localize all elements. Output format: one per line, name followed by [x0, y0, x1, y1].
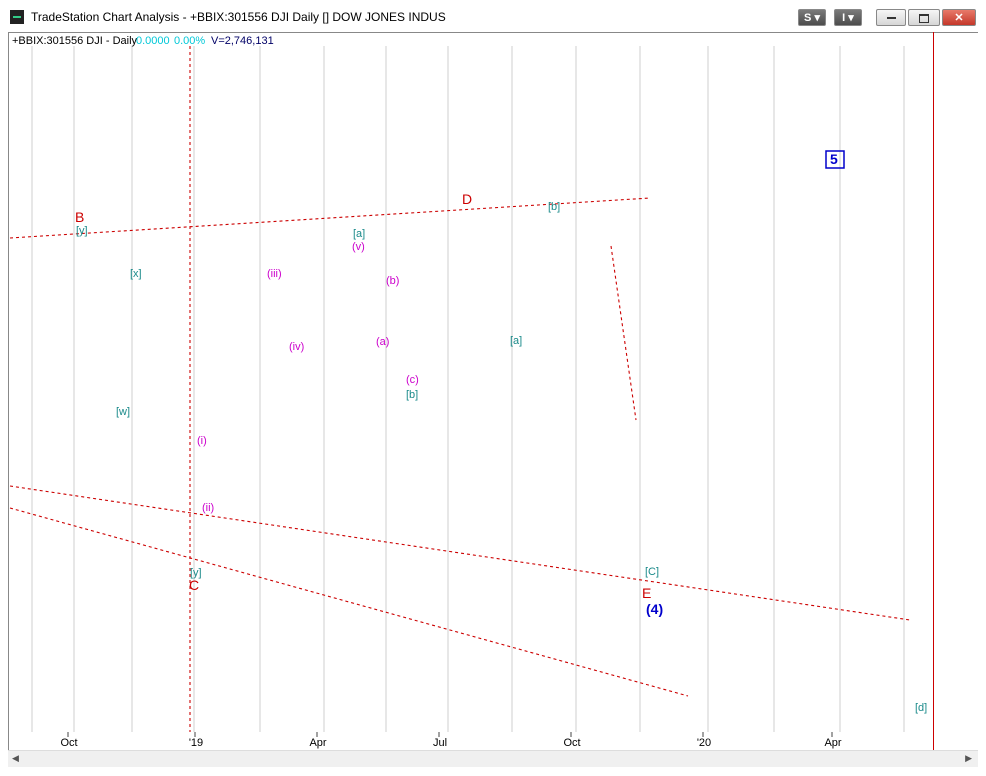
wave-label: (ii) [202, 502, 214, 514]
wave-label: (iv) [289, 341, 304, 353]
scroll-right-icon[interactable]: ▶ [965, 753, 972, 763]
symbol-menu-button[interactable]: S ▾ [798, 9, 826, 26]
x-tick-label: Jul [433, 737, 447, 749]
x-tick-label: Oct [60, 737, 77, 749]
wave-label: E [642, 585, 651, 601]
wave-label: C [189, 577, 199, 593]
chevron-down-icon: ▾ [848, 12, 854, 24]
wave-label: (4) [646, 601, 663, 617]
maximize-icon [919, 13, 929, 23]
maximize-button[interactable] [908, 9, 940, 26]
price-chart[interactable]: 28272.000028069.445525.339,60 B[y][x][w]… [8, 32, 978, 750]
wave-label: [b] [548, 201, 560, 213]
change-value: 0.0000 [136, 35, 170, 47]
wave-label: (c) [406, 374, 419, 386]
close-button[interactable]: ✕ [942, 9, 976, 26]
wave-label: (iii) [267, 268, 282, 280]
indicator-menu-button[interactable]: I ▾ [834, 9, 862, 26]
grid-lines [31, 46, 905, 732]
wave-label: (a) [376, 336, 389, 348]
wave-label: [d] [915, 702, 927, 714]
x-tick-label: Oct [563, 737, 580, 749]
wave-label: [x] [130, 268, 142, 280]
wave-label: [a] [510, 335, 522, 347]
symbol-label: +BBIX:301556 DJI - Daily [12, 35, 138, 47]
trend-line-1 [9, 485, 911, 621]
x-tick-label: Apr [824, 737, 841, 749]
wave-label: [w] [116, 406, 130, 418]
wave-labels: B[y][x][w](i)(ii)[y]C(iii)(iv)[a](v)(b)(… [75, 150, 927, 714]
wave-label: (b) [386, 275, 399, 287]
horizontal-scrollbar[interactable]: ◀ ▶ [8, 750, 978, 767]
wave-label: 5 [830, 151, 838, 167]
x-tick-label: '19 [189, 737, 203, 749]
wave-label: D [462, 191, 472, 207]
volume-value: V=2,746,131 [211, 35, 274, 47]
wave-label: (v) [352, 241, 365, 253]
time-axis: Oct '19 Apr Jul Oct '20 Apr [60, 732, 842, 749]
wave-label: [y] [190, 567, 202, 579]
chart-area[interactable]: 28272.000028069.445525.339,60 B[y][x][w]… [8, 32, 978, 767]
x-tick-label: '20 [697, 737, 711, 749]
tradestation-app-icon [10, 10, 24, 24]
wave-label: [C] [645, 566, 659, 578]
s-button-label: S [804, 12, 812, 24]
wave-label: [y] [76, 225, 88, 237]
title-bar: TradeStation Chart Analysis - +BBIX:3015… [0, 0, 986, 34]
wave-label: [a] [353, 228, 365, 240]
change-percent: 0.00% [174, 35, 205, 47]
minimize-button[interactable] [876, 9, 906, 26]
scroll-left-icon[interactable]: ◀ [12, 753, 19, 763]
wave-label: [b] [406, 389, 418, 401]
trend-line-0 [9, 197, 651, 239]
wave-5-box [825, 150, 845, 169]
close-icon: ✕ [954, 12, 964, 24]
chevron-down-icon: ▾ [814, 12, 820, 24]
trend-lines: 28272.000028069.445525.339,60 [9, 46, 911, 732]
minimize-icon [886, 17, 896, 20]
wave-label: B [75, 209, 84, 225]
wave-label: (i) [197, 435, 207, 447]
x-tick-label: Apr [309, 737, 326, 749]
i-button-label: I [842, 12, 846, 24]
window-title: TradeStation Chart Analysis - +BBIX:3015… [31, 10, 446, 24]
trend-line-3 [610, 245, 637, 421]
